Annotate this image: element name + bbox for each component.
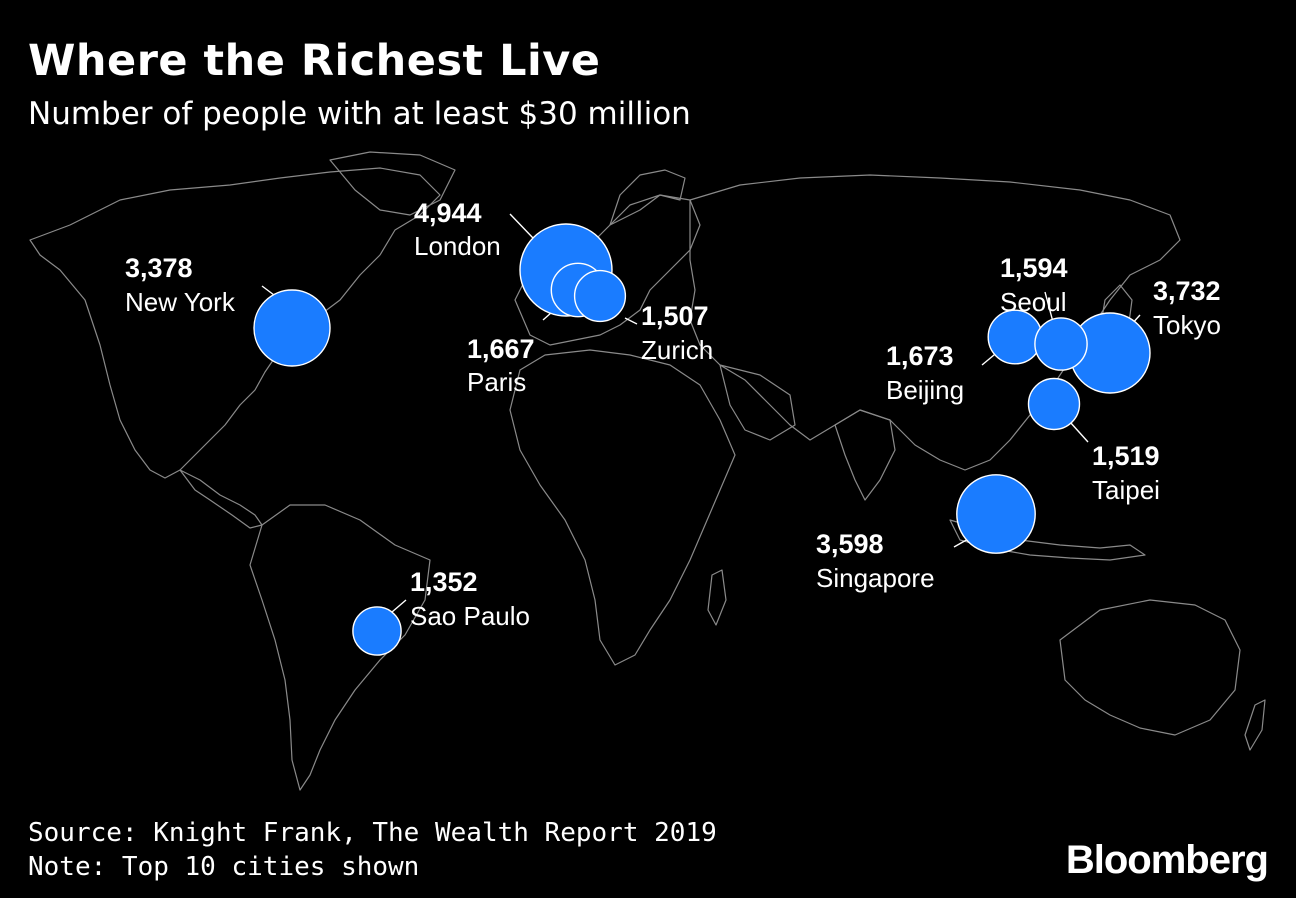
city-label-zurich: Zurich <box>641 335 713 365</box>
value-label-new-york: 3,378 <box>125 253 193 283</box>
bloomberg-logo: Bloomberg <box>1065 838 1269 882</box>
land-central-america <box>179 469 263 529</box>
land-africa <box>509 349 736 666</box>
value-label-london: 4,944 <box>414 198 482 228</box>
city-label-seoul: Seoul <box>1000 287 1067 317</box>
value-label-singapore: 3,598 <box>816 529 884 559</box>
page-title: Where the Richest Live <box>28 36 601 86</box>
land-australia <box>1059 599 1241 736</box>
land-scandinavia <box>609 169 686 226</box>
bubble-taipei <box>1027 377 1081 431</box>
bubble-seoul <box>1034 317 1088 371</box>
city-label-paris: Paris <box>467 367 526 397</box>
land-india <box>834 409 896 501</box>
city-label-beijing: Beijing <box>886 375 964 405</box>
bubble-layer <box>253 223 1151 656</box>
city-label-taipei: Taipei <box>1092 475 1160 505</box>
leader-lines <box>261 213 1141 613</box>
value-label-beijing: 1,673 <box>886 341 954 371</box>
land-new-zealand <box>1244 699 1266 751</box>
leader-line-taipei <box>1069 421 1089 443</box>
leader-line-seoul <box>1044 291 1054 323</box>
value-label-seoul: 1,594 <box>1000 253 1068 283</box>
world-land-outlines <box>29 151 1266 791</box>
land-north-america <box>29 167 441 479</box>
value-label-zurich: 1,507 <box>641 301 709 331</box>
leader-line-london <box>509 213 534 239</box>
footnote: Note: Top 10 cities shown <box>28 852 420 882</box>
city-label-tokyo: Tokyo <box>1153 310 1221 340</box>
page-subtitle: Number of people with at least $30 milli… <box>28 96 691 132</box>
land-arabia <box>719 364 796 441</box>
bubble-singapore <box>956 474 1036 554</box>
value-label-paris: 1,667 <box>467 334 535 364</box>
bubble-sao-paulo <box>352 606 402 656</box>
value-label-taipei: 1,519 <box>1092 441 1160 471</box>
source-note: Source: Knight Frank, The Wealth Report … <box>28 818 717 848</box>
land-greenland <box>329 151 456 216</box>
value-label-sao-paulo: 1,352 <box>410 567 478 597</box>
value-label-tokyo: 3,732 <box>1153 276 1221 306</box>
land-asia <box>689 174 1181 471</box>
bubble-new-york <box>253 289 331 367</box>
leader-line-sao-paulo <box>391 599 407 613</box>
city-label-london: London <box>414 231 501 261</box>
city-label-singapore: Singapore <box>816 563 935 593</box>
land-south-america <box>249 504 431 791</box>
land-madagascar <box>707 569 727 626</box>
bubble-zurich <box>573 269 627 323</box>
city-label-new-york: New York <box>125 287 236 317</box>
city-label-sao-paulo: Sao Paulo <box>410 601 530 631</box>
leader-line-zurich <box>624 317 638 325</box>
bubble-beijing <box>987 309 1043 365</box>
